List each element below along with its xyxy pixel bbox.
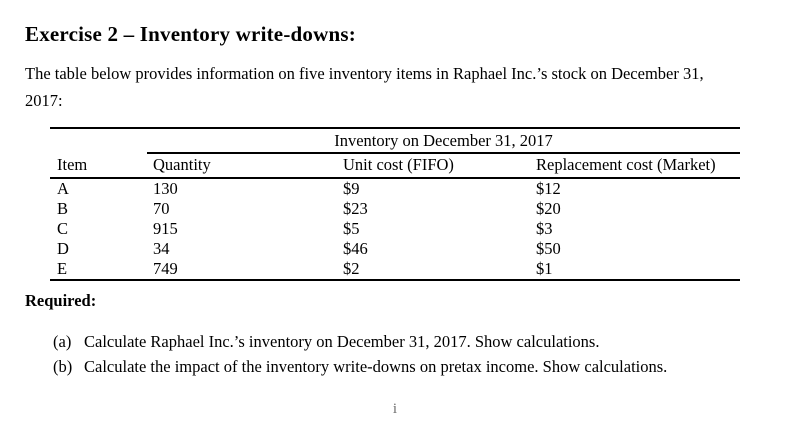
cell-unit-cost: $5 [343, 219, 360, 238]
cell-item: B [57, 199, 69, 218]
cell-unit-cost: $9 [343, 179, 360, 198]
cell-quantity: 34 [153, 239, 170, 258]
intro-paragraph: The table below provides information on … [25, 60, 770, 114]
table-row: B 70 $23 $20 [50, 199, 740, 219]
page-number: i [392, 401, 398, 417]
column-header-item: Item [50, 153, 147, 179]
cell-item: A [57, 179, 69, 198]
requirement-item-a: (a) Calculate Raphael Inc.’s inventory o… [53, 329, 773, 354]
table-row: E 749 $2 $1 [50, 259, 740, 280]
span-header-spacer [50, 128, 147, 153]
requirement-marker: (b) [53, 357, 73, 376]
table-span-header: Inventory on December 31, 2017 [147, 128, 741, 154]
table-row: C 915 $5 $3 [50, 219, 740, 239]
cell-item: C [57, 219, 69, 238]
cell-replacement-cost: $20 [536, 199, 561, 218]
cell-quantity: 915 [153, 219, 178, 238]
cell-quantity: 70 [153, 199, 170, 218]
cell-item: E [57, 259, 68, 278]
cell-item: D [57, 239, 69, 258]
intro-line-2: 2017: [25, 91, 63, 110]
column-header-replacement-cost: Replacement cost (Market) [530, 153, 741, 179]
requirement-marker: (a) [53, 332, 72, 351]
requirement-text: Calculate Raphael Inc.’s inventory on De… [84, 332, 600, 351]
intro-line-1: The table below provides information on … [25, 64, 704, 83]
requirements-list: (a) Calculate Raphael Inc.’s inventory o… [53, 329, 773, 379]
table-row: D 34 $46 $50 [50, 239, 740, 259]
cell-quantity: 130 [153, 179, 178, 198]
cell-replacement-cost: $50 [536, 239, 561, 258]
inventory-table: Inventory on December 31, 2017 Item Quan… [50, 127, 741, 281]
cell-unit-cost: $23 [343, 199, 368, 218]
table-header-row: Item Quantity Unit cost (FIFO) Replaceme… [50, 153, 741, 179]
table-span-header-row: Inventory on December 31, 2017 [50, 128, 741, 154]
cell-replacement-cost: $1 [536, 259, 553, 278]
table-row: A 130 $9 $12 [50, 178, 740, 199]
required-heading: Required: [25, 291, 97, 310]
requirement-text: Calculate the impact of the inventory wr… [84, 357, 668, 376]
cell-replacement-cost: $3 [536, 219, 553, 238]
requirement-item-b: (b) Calculate the impact of the inventor… [53, 354, 773, 379]
cell-replacement-cost: $12 [536, 179, 561, 198]
cell-quantity: 749 [153, 259, 178, 278]
cell-unit-cost: $46 [343, 239, 368, 258]
column-header-unit-cost: Unit cost (FIFO) [337, 153, 530, 179]
column-header-quantity: Quantity [147, 153, 337, 179]
exercise-title: Exercise 2 – Inventory write-downs: [25, 22, 356, 46]
cell-unit-cost: $2 [343, 259, 360, 278]
